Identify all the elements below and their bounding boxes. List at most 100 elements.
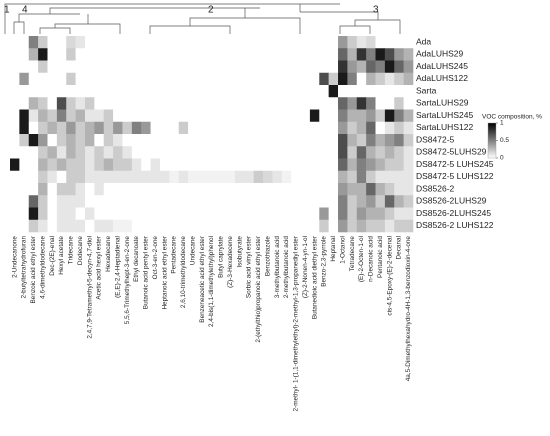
heat-cell: [122, 60, 133, 74]
heat-cell: [113, 134, 123, 147]
heat-cell: [47, 72, 58, 86]
column-label: 2-methylbutanoic acid: [283, 236, 290, 299]
heat-cell: [234, 72, 245, 86]
heat-cell: [103, 219, 114, 233]
heat-cell: [197, 219, 208, 233]
heat-cell: [216, 36, 226, 49]
heat-cell: [10, 109, 20, 123]
heat-cell: [94, 170, 105, 184]
column-label: 2-butyltetrahydrofuran: [21, 236, 28, 299]
heat-cell: [38, 207, 48, 221]
heat-cell: [356, 121, 367, 135]
heat-cell: [291, 183, 301, 196]
heat-cell: [253, 48, 264, 61]
heat-cell: [10, 170, 20, 184]
heat-cell: [403, 134, 414, 147]
heat-cell: [188, 158, 198, 172]
heat-cell: [28, 146, 39, 159]
heat-cell: [253, 158, 264, 172]
heat-cell: [56, 170, 67, 184]
heat-cell: [338, 170, 348, 184]
row-label: SartaLUHS245: [416, 110, 473, 120]
heat-cell: [375, 195, 386, 208]
heat-cell: [338, 219, 348, 233]
heat-cell: [375, 158, 386, 172]
heat-cell: [300, 60, 311, 74]
row-label: DS8526-2LUHS29: [416, 196, 487, 206]
heat-cell: [66, 195, 76, 208]
heat-cell: [356, 207, 367, 221]
heat-cell: [103, 97, 114, 110]
heat-cell: [84, 97, 95, 110]
row-label: AdaLUHS29: [416, 49, 464, 59]
heat-cell: [169, 121, 179, 135]
heat-cell: [309, 109, 320, 123]
heat-cell: [375, 48, 386, 61]
heat-cell: [169, 134, 179, 147]
heat-cell: [216, 48, 226, 61]
heat-cell: [47, 158, 58, 172]
heat-cell: [47, 134, 58, 147]
heat-cell: [403, 48, 414, 61]
heat-cell: [291, 195, 301, 208]
heat-cell: [131, 60, 142, 74]
heat-cell: [244, 48, 254, 61]
heat-cell: [253, 60, 264, 74]
heat-cell: [253, 85, 264, 98]
heat-cell: [216, 183, 226, 196]
heat-cell: [178, 134, 189, 147]
heat-cell: [169, 48, 179, 61]
heat-cell: [263, 60, 273, 74]
column-label: Heptanal: [330, 236, 337, 262]
heat-cell: [94, 109, 105, 123]
column-label: Pentanoic acid: [377, 236, 384, 278]
heat-cell: [19, 85, 30, 98]
heat-cell: [188, 195, 198, 208]
heat-cell: [169, 195, 179, 208]
heat-cell: [272, 48, 283, 61]
heat-cell: [244, 60, 254, 74]
heat-cell: [19, 36, 30, 49]
heat-cell: [84, 219, 95, 233]
heat-cell: [291, 121, 301, 135]
heat-cell: [47, 146, 58, 159]
heat-cell: [84, 48, 95, 61]
heat-cell: [356, 134, 367, 147]
heat-cell: [366, 85, 376, 98]
heat-cell: [75, 158, 86, 172]
heat-cell: [159, 60, 170, 74]
heat-cell: [19, 48, 30, 61]
heat-cell: [47, 109, 58, 123]
heat-cell: [366, 207, 376, 221]
heat-cell: [56, 195, 67, 208]
heat-cell: [309, 60, 320, 74]
column-label: 2-methyl- 1-(1,1-dimethylethyl)-2-methyl…: [293, 235, 300, 411]
heat-cell: [291, 109, 301, 123]
heat-cell: [28, 72, 39, 86]
heat-cell: [169, 219, 179, 233]
heat-cell: [281, 170, 292, 184]
heat-cell: [19, 158, 30, 172]
column-label: Benzoic acid ethyl ester: [30, 235, 37, 303]
heat-cell: [394, 36, 404, 49]
legend-title: VOC composition, %: [482, 114, 542, 121]
heat-cell: [309, 170, 320, 184]
heat-cell: [225, 146, 236, 159]
heat-cell: [122, 134, 133, 147]
heat-cell: [56, 48, 67, 61]
heat-cell: [309, 134, 320, 147]
heat-cell: [178, 85, 189, 98]
heat-cell: [131, 48, 142, 61]
row-label: DS8472-5: [416, 134, 455, 144]
heat-cell: [403, 170, 414, 184]
heat-cell: [206, 183, 217, 196]
heat-cell: [300, 207, 311, 221]
heat-cell: [244, 146, 254, 159]
column-label: 1-Octanol: [339, 236, 346, 264]
column-label: 5,5,6-Trimethylhept-3-en-2-one: [124, 236, 131, 325]
heat-cell: [234, 121, 245, 135]
heat-cell: [28, 195, 39, 208]
heat-cell: [197, 97, 208, 110]
heat-cell: [56, 36, 67, 49]
heat-cell: [178, 97, 189, 110]
